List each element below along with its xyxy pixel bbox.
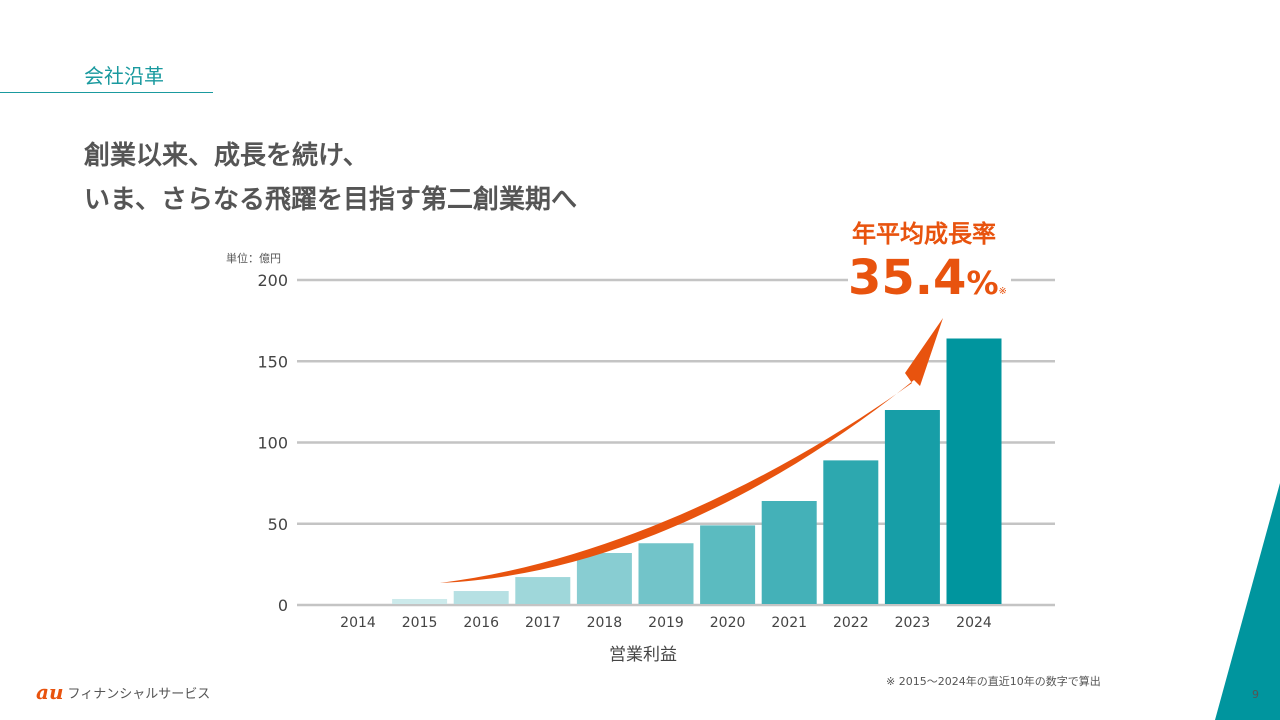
x-tick-label: 2020 — [710, 615, 746, 631]
x-tick-label: 2022 — [833, 615, 869, 631]
bar-2024 — [946, 338, 1002, 604]
x-tick-label: 2015 — [402, 615, 438, 631]
x-tick-label: 2021 — [771, 615, 807, 631]
cagr-note: ※ — [998, 286, 1007, 297]
y-tick-label: 0 — [278, 596, 288, 615]
footnote: ※ 2015〜2024年の直近10年の数字で算出 — [886, 675, 1101, 688]
logo-text: フィナンシャルサービス — [67, 686, 211, 702]
bar-2018 — [576, 553, 632, 604]
y-tick-label: 150 — [257, 352, 288, 371]
x-tick-label: 2016 — [463, 615, 499, 631]
section-divider — [0, 92, 213, 93]
y-tick-label: 200 — [257, 271, 288, 290]
bar-2020 — [700, 525, 756, 604]
x-axis-label: 営業利益 — [609, 645, 677, 665]
page-number: 9 — [1252, 688, 1259, 701]
bar-2022 — [823, 460, 879, 604]
bar-2016 — [453, 591, 509, 604]
cagr-unit: % — [966, 264, 999, 302]
unit-label: 単位：億円 — [226, 252, 281, 265]
x-tick-label: 2014 — [340, 615, 376, 631]
bar-2021 — [761, 501, 817, 604]
cagr-value: 35.4%※ — [848, 250, 1011, 306]
x-tick-label: 2018 — [587, 615, 623, 631]
headline-line-2: いま、さらなる飛躍を目指す第二創業期へ — [84, 185, 577, 215]
logo-mark: au — [36, 680, 64, 704]
headline: 創業以来、成長を続け、 いま、さらなる飛躍を目指す第二創業期へ — [84, 134, 577, 222]
bar-2023 — [884, 410, 940, 604]
bar-2015 — [392, 598, 448, 604]
section-title: 会社沿革 — [84, 64, 164, 88]
x-tick-label: 2017 — [525, 615, 561, 631]
bar-2017 — [515, 577, 571, 604]
bar-2019 — [638, 543, 694, 604]
y-tick-label: 50 — [268, 515, 288, 534]
cagr-label: 年平均成長率 — [852, 220, 996, 248]
headline-line-1: 創業以来、成長を続け、 — [84, 141, 369, 171]
y-tick-label: 100 — [257, 434, 288, 453]
cagr-number: 35.4 — [848, 250, 967, 306]
company-logo: au フィナンシャルサービス — [36, 680, 210, 704]
x-tick-label: 2019 — [648, 615, 684, 631]
x-tick-label: 2023 — [895, 615, 931, 631]
x-tick-label: 2024 — [956, 615, 992, 631]
corner-decoration — [1215, 483, 1280, 720]
